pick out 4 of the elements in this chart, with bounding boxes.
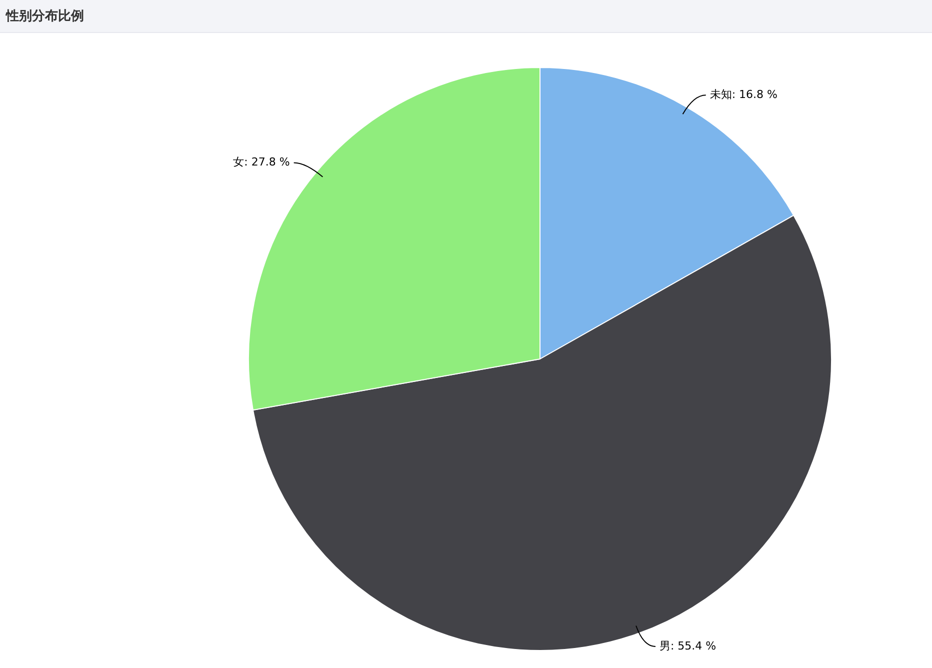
slice-label: 男: 55.4 % bbox=[659, 639, 716, 652]
slice-label: 女: 27.8 % bbox=[233, 156, 290, 169]
slice-label: 未知: 16.8 % bbox=[710, 88, 778, 101]
text: 性别分布比例 bbox=[0, 0, 932, 33]
